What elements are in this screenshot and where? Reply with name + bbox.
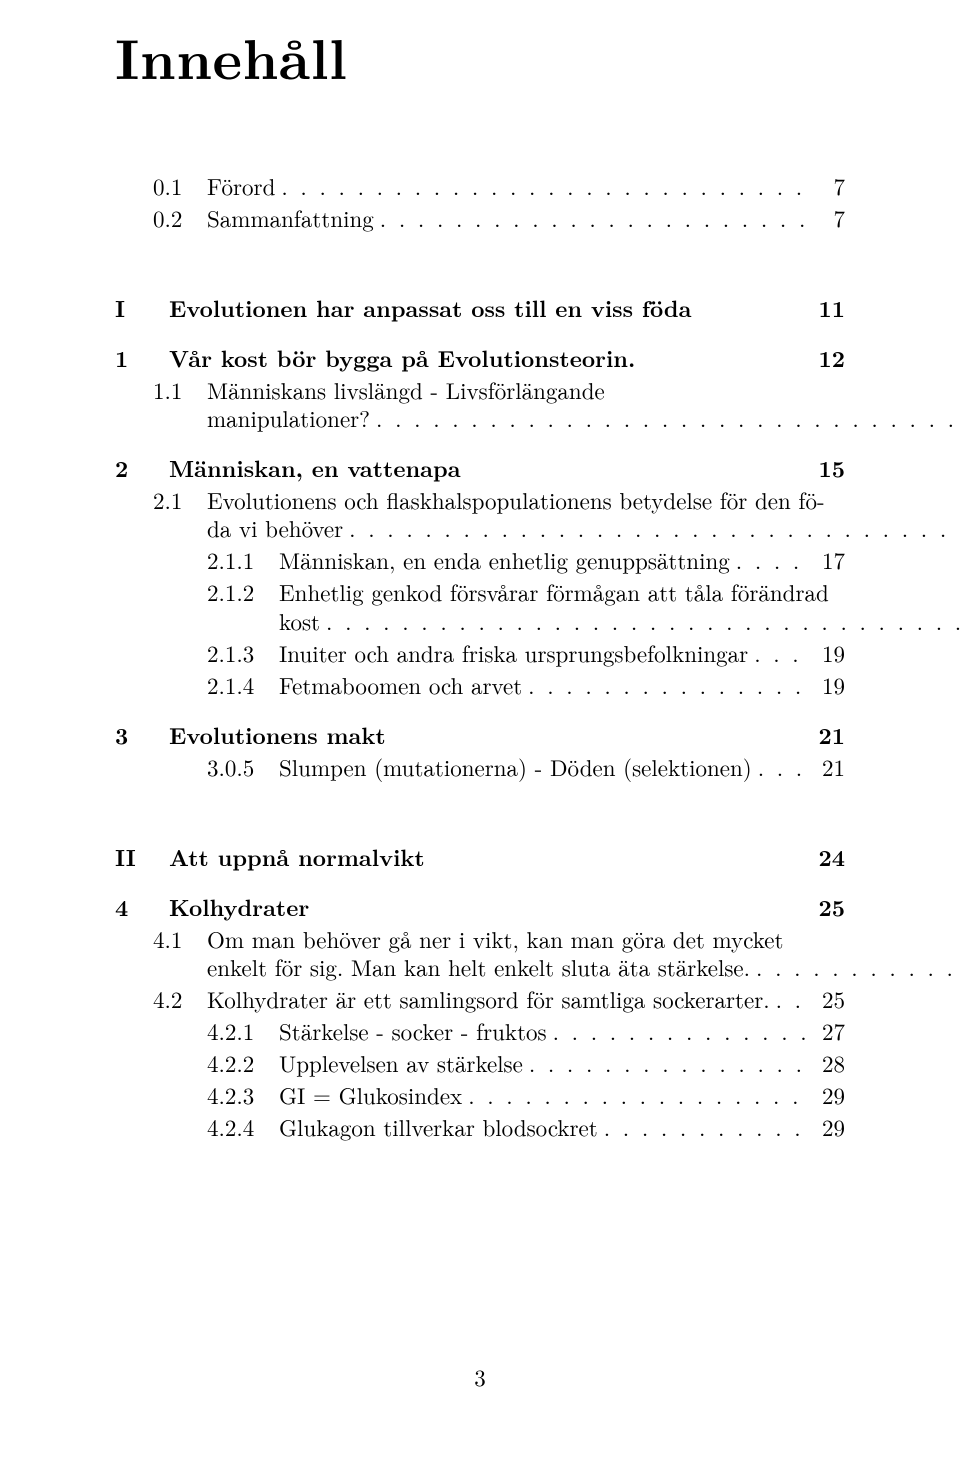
toc-leader-dots: . . . . . . . . . . . . . . . . . . . . … [598, 1113, 811, 1141]
toc-entry-label: Evolutionens makt [169, 721, 386, 749]
toc-entry: 2.1.2Enhetlig genkod försvårar förmågan … [115, 578, 845, 634]
page: Innehåll 0.1 Förord . . . . . . . . . . .… [0, 0, 960, 1463]
toc-entry-label: Människan, en enda enhetlig genuppsättni… [279, 546, 730, 574]
toc-entry-number: II [115, 843, 147, 871]
toc-entry-label: Människan, en vattenapa [169, 454, 461, 482]
toc-entry-label: Att uppnå normalvikt [169, 843, 425, 871]
toc-leader-dots: . . . . . . . . . . . . . . . . . . . . … [343, 514, 960, 542]
toc-leader-dots: . . . . . . . . . . . . . . . . . . . . … [462, 1081, 811, 1109]
toc-entry: 4 Kolhydrater 25 [115, 893, 845, 921]
toc-entry-label: Människans livslängd - Livsförlängandema… [207, 376, 960, 432]
toc-entry-number: 3 [115, 721, 155, 749]
toc-entry: 4.2.3 GI = Glukosindex . . . . . . . . . … [115, 1081, 845, 1109]
toc-entry-label: Inuiter och andra friska ursprungsbefolk… [279, 639, 748, 667]
toc-entry-label: Evolutionen har anpassat oss till en vis… [169, 294, 691, 322]
toc-entry-label: Evolutionens och flaskhalspopulationens … [207, 486, 960, 542]
toc-entry-label: Om man behöver gå ner i vikt, kan man gö… [207, 925, 960, 981]
toc-entry-label: Fetmaboomen och arvet [279, 671, 522, 699]
toc-entry: 3.0.5 Slumpen (mutationerna) - Döden (sel… [115, 753, 845, 781]
toc-entry-number: 2.1.4 [207, 671, 269, 699]
toc-title: Innehåll [115, 0, 845, 96]
toc-leader-dots: . . . . . . . . . . . . . . . . . . . . … [320, 607, 960, 635]
toc-entry-number: 4 [115, 893, 155, 921]
toc-leader-dots: . . . . . . . . . . . . . . . . . . . . … [750, 953, 960, 981]
toc-leader-dots: . . . . . . . . . . . . . . . . . . . . … [522, 671, 811, 699]
toc-leader-dots: . . . . . . . . . . . . . . . . . . . . … [730, 546, 811, 574]
toc-entry-label: Sammanfattning [207, 204, 374, 232]
toc-entry-number: 2.1.1 [207, 546, 269, 574]
toc-entry: 4.1Om man behöver gå ner i vikt, kan man… [115, 925, 845, 981]
toc-entry-page: 29 [811, 1113, 845, 1141]
toc-entry-page: 21 [811, 721, 845, 749]
toc-entry: 1.1Människans livslängd - Livsförlängand… [115, 376, 845, 432]
toc-entry-page: 21 [811, 753, 845, 781]
toc-entry-label: GI = Glukosindex [279, 1081, 462, 1109]
toc-leader-dots: . . . . . . . . . . . . . . . . . . . . … [547, 1017, 811, 1045]
toc-entry-page: 15 [811, 454, 845, 482]
toc-entry: II Att uppnå normalvikt 24 [115, 843, 845, 871]
toc-entry: 0.2 Sammanfattning . . . . . . . . . . . … [115, 204, 845, 232]
toc-entry-label: Kolhydrater [169, 893, 309, 921]
toc-entry-label: Kolhydrater är ett samlingsord för samtl… [207, 985, 770, 1013]
toc-entry-number: 4.2.3 [207, 1081, 269, 1109]
toc-entry-number: 2 [115, 454, 155, 482]
toc-entry: 4.2 Kolhydrater är ett samlingsord för sa… [115, 985, 845, 1013]
toc-entry-page: 24 [811, 843, 845, 871]
toc-entry-number: 2.1.3 [207, 639, 269, 667]
toc-entry-number: 4.2.1 [207, 1017, 269, 1045]
toc-entry: 0.1 Förord . . . . . . . . . . . . . . . … [115, 172, 845, 200]
toc-entry: I Evolutionen har anpassat oss till en vi… [115, 294, 845, 322]
page-number: 3 [0, 1360, 960, 1393]
toc-entry: 2.1.1 Människan, en enda enhetlig genupps… [115, 546, 845, 574]
toc-leader-dots: . . . . . . . . . . . . . . . . . . . . … [770, 985, 811, 1013]
toc-leader-dots: . . . . . . . . . . . . . . . . . . . . … [370, 404, 960, 432]
toc-entry-number: 0.1 [153, 172, 193, 200]
toc-entry-number: 4.2.2 [207, 1049, 269, 1077]
toc-entry-page: 11 [811, 294, 845, 322]
toc-entry: 3 Evolutionens makt 21 [115, 721, 845, 749]
toc-entry: 2.1.4 Fetmaboomen och arvet . . . . . . .… [115, 671, 845, 699]
toc-entry-label: Upplevelsen av stärkelse [279, 1049, 523, 1077]
toc-entry-label: Glukagon tillverkar blodsockret [279, 1113, 598, 1141]
toc-leader-dots: . . . . . . . . . . . . . . . . . . . . … [374, 204, 811, 232]
toc-entry-label: Stärkelse - socker - fruktos [279, 1017, 547, 1045]
toc-entry: 2 Människan, en vattenapa 15 [115, 454, 845, 482]
toc-entry-number: 4.1 [153, 925, 193, 953]
toc-entry-number: 4.2.4 [207, 1113, 269, 1141]
toc-entry-label: Enhetlig genkod försvårar förmågan att t… [279, 578, 960, 634]
toc-entry-page: 25 [811, 985, 845, 1013]
toc-entry: 2.1.3 Inuiter och andra friska ursprungsb… [115, 639, 845, 667]
toc-entry: 4.2.2 Upplevelsen av stärkelse . . . . . … [115, 1049, 845, 1077]
toc-entry: 2.1Evolutionens och flaskhalspopulatione… [115, 486, 845, 542]
toc-entry-number: 3.0.5 [207, 753, 269, 781]
toc-entry-label: Förord [207, 172, 275, 200]
toc-entry-page: 19 [811, 639, 845, 667]
toc-entry: 1 Vår kost bör bygga på Evolutionsteorin.… [115, 344, 845, 372]
toc-entry-page: 7 [811, 172, 845, 200]
toc-entry-number: 2.1 [153, 486, 193, 514]
toc-entry-number: 1.1 [153, 376, 193, 404]
toc-leader-dots: . . . . . . . . . . . . . . . . . . . . … [748, 639, 811, 667]
toc-entry-label: Vår kost bör bygga på Evolutionsteorin. [169, 344, 635, 372]
toc-entry-number: I [115, 294, 147, 322]
toc-entry-number: 2.1.2 [207, 578, 269, 606]
toc-entries: 0.1 Förord . . . . . . . . . . . . . . . … [115, 172, 845, 1141]
toc-entry-number: 1 [115, 344, 155, 372]
toc-entry-page: 7 [811, 204, 845, 232]
toc-entry-number: 4.2 [153, 985, 193, 1013]
toc-entry-page: 17 [811, 546, 845, 574]
toc-leader-dots: . . . . . . . . . . . . . . . . . . . . … [275, 172, 811, 200]
toc-entry: 4.2.1 Stärkelse - socker - fruktos . . . … [115, 1017, 845, 1045]
toc-entry: 4.2.4 Glukagon tillverkar blodsockret . .… [115, 1113, 845, 1141]
toc-leader-dots: . . . . . . . . . . . . . . . . . . . . … [523, 1049, 811, 1077]
toc-entry-number: 0.2 [153, 204, 193, 232]
toc-entry-page: 27 [811, 1017, 845, 1045]
toc-entry-page: 12 [811, 344, 845, 372]
toc-entry-page: 19 [811, 671, 845, 699]
toc-entry-page: 28 [811, 1049, 845, 1077]
toc-leader-dots: . . . . . . . . . . . . . . . . . . . . … [752, 753, 811, 781]
toc-entry-label: Slumpen (mutationerna) - Döden (selektio… [279, 753, 752, 781]
toc-entry-page: 25 [811, 893, 845, 921]
toc-entry-page: 29 [811, 1081, 845, 1109]
